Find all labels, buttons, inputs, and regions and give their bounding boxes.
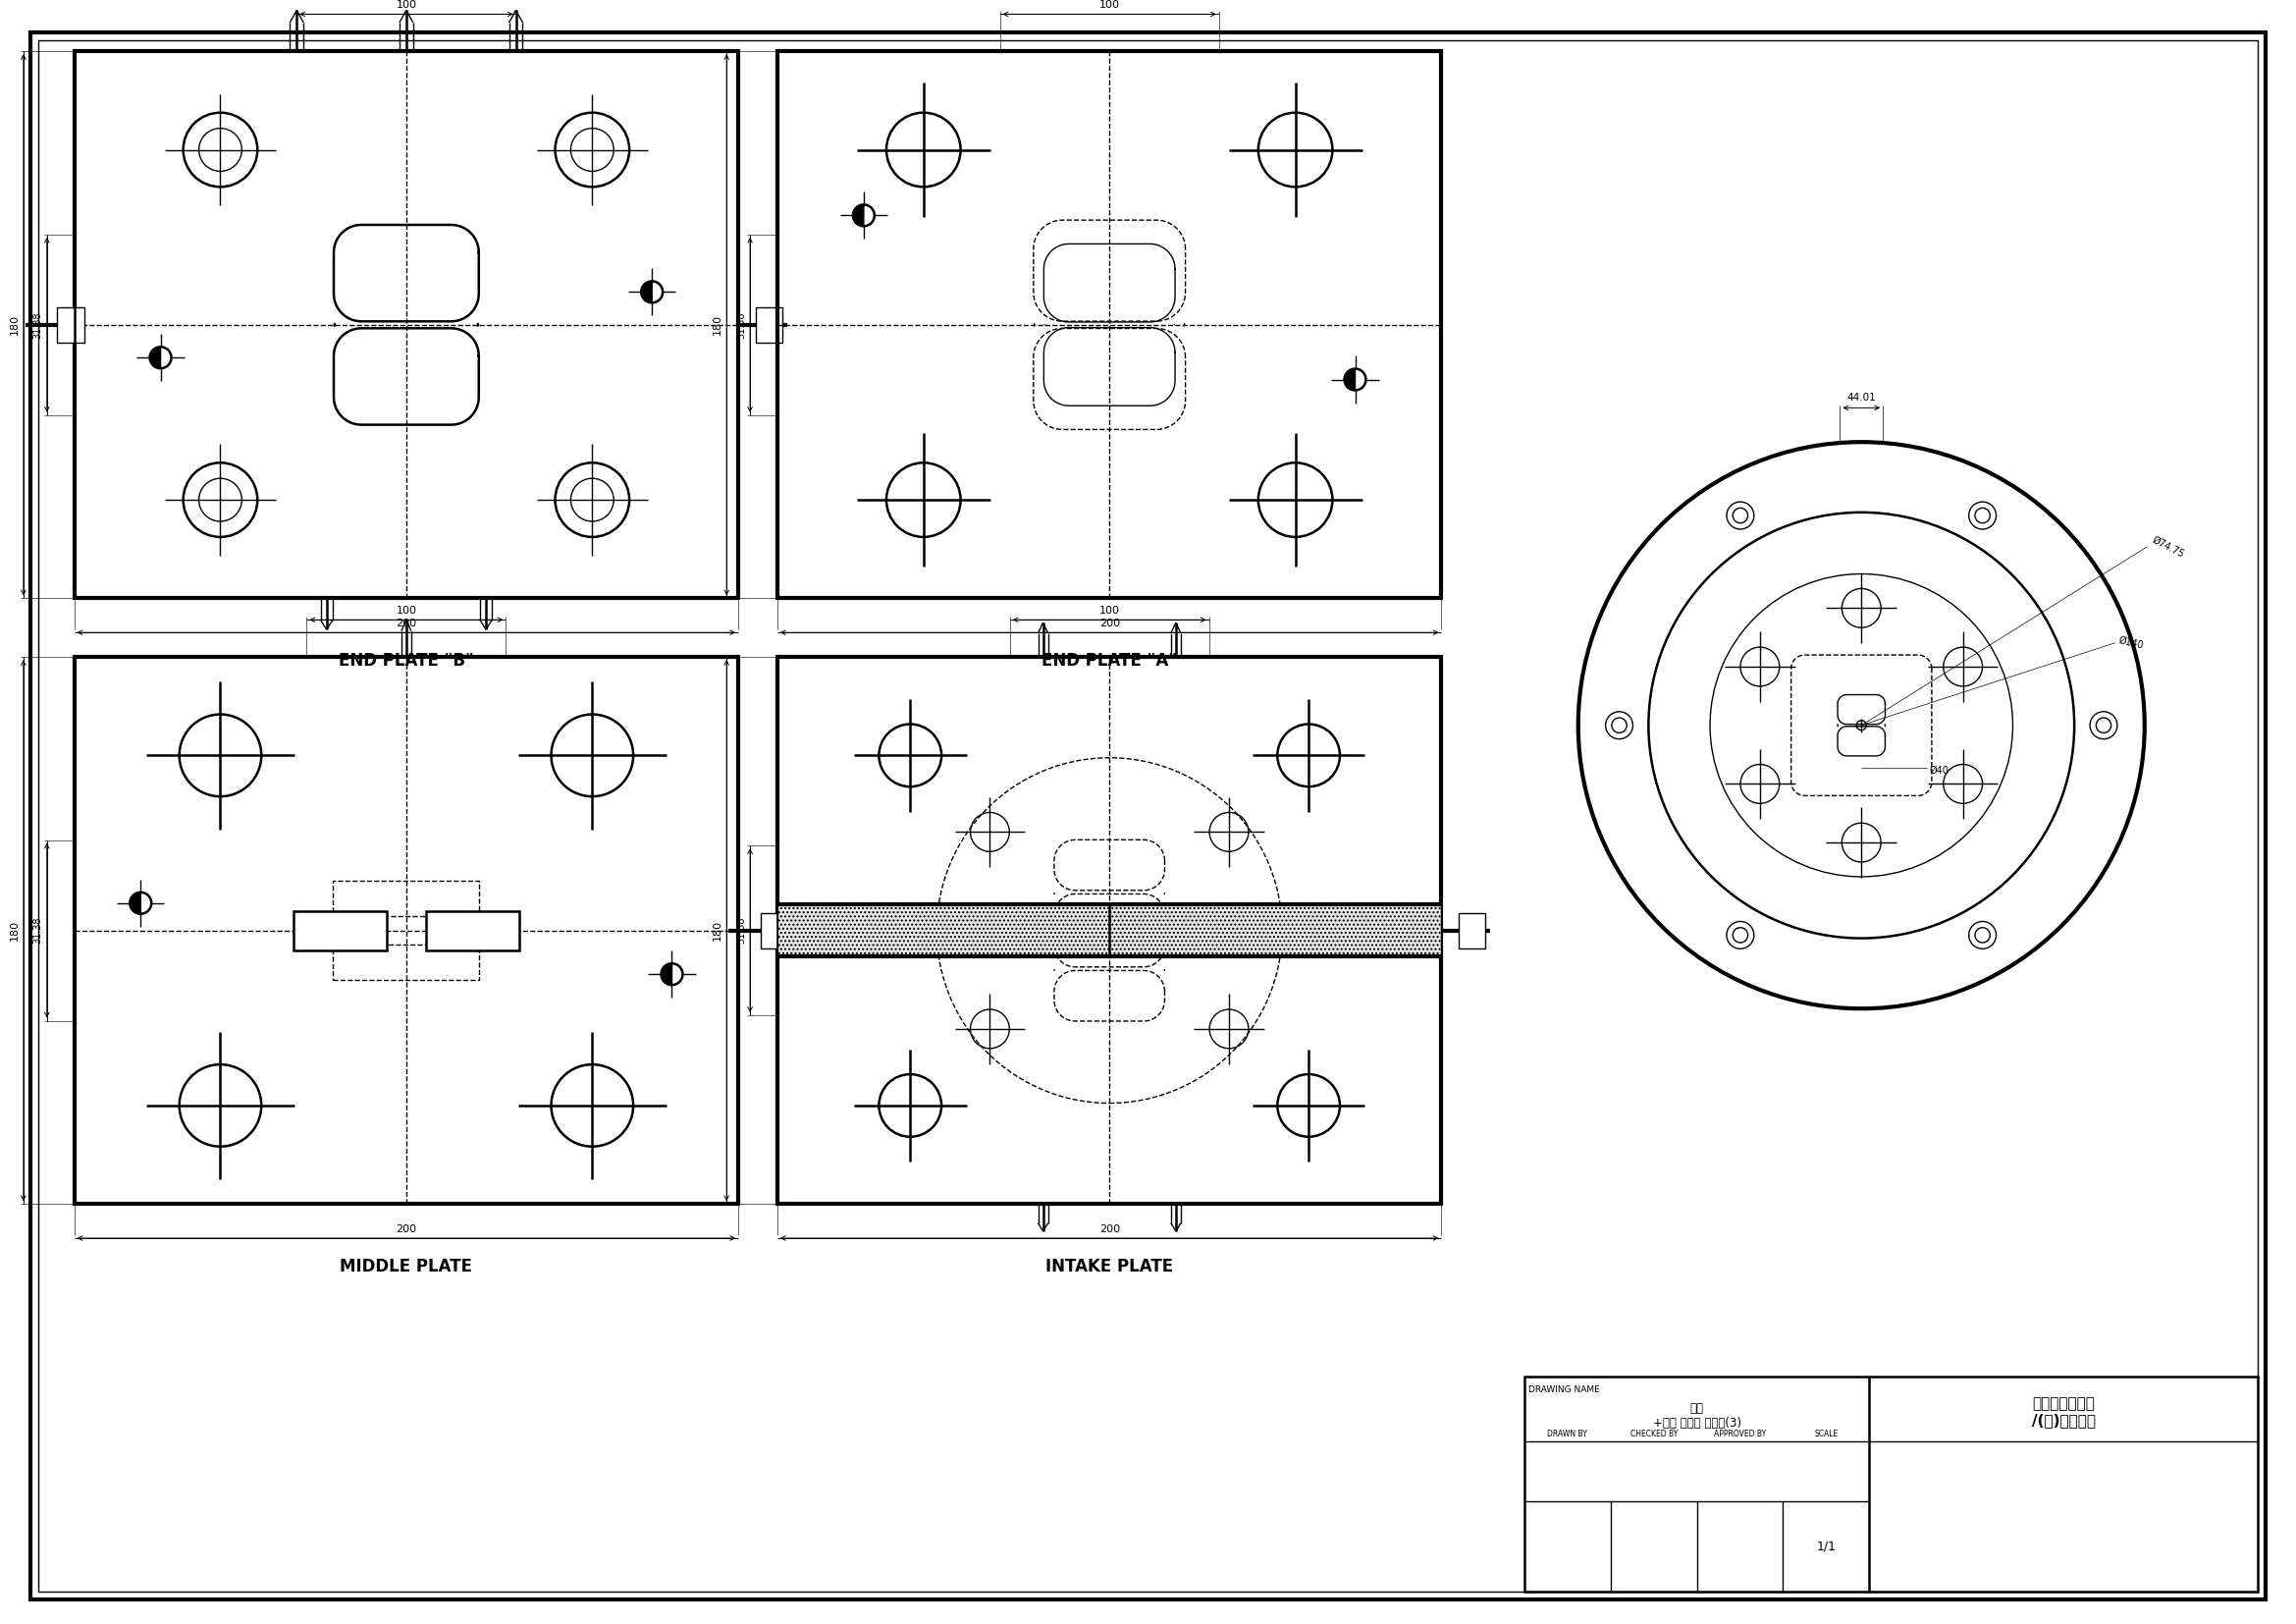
Text: 100: 100 — [1100, 606, 1120, 615]
Text: 180: 180 — [9, 315, 21, 335]
Text: 200: 200 — [395, 619, 416, 628]
Text: 200: 200 — [395, 1224, 416, 1234]
Text: 200: 200 — [1100, 619, 1120, 628]
Text: END PLATE "B": END PLATE "B" — [340, 653, 473, 669]
Bar — [294, 911, 386, 950]
Text: MIDDLE PLATE: MIDDLE PLATE — [340, 1257, 473, 1275]
Polygon shape — [641, 281, 652, 302]
Bar — [73, 52, 739, 598]
Bar — [73, 658, 739, 1203]
Text: 31.38: 31.38 — [32, 312, 44, 338]
Bar — [1458, 913, 1486, 948]
Text: 31.38: 31.38 — [737, 312, 746, 338]
Text: 1/1: 1/1 — [1816, 1540, 1837, 1553]
Bar — [1525, 1377, 2257, 1592]
Polygon shape — [149, 348, 161, 369]
Text: END PLATE "A": END PLATE "A" — [1042, 653, 1178, 669]
Text: 180: 180 — [9, 921, 21, 940]
Polygon shape — [854, 205, 863, 226]
Text: 31.38: 31.38 — [737, 918, 746, 944]
Bar — [333, 945, 480, 981]
Text: 200: 200 — [1100, 1224, 1120, 1234]
Text: INTAKE PLATE: INTAKE PLATE — [1045, 1257, 1173, 1275]
Bar — [778, 658, 1442, 1203]
Text: Ø40: Ø40 — [1929, 767, 1949, 776]
Text: DRAWN BY: DRAWN BY — [1548, 1429, 1587, 1439]
Text: CHECKED BY: CHECKED BY — [1630, 1429, 1678, 1439]
Text: 100: 100 — [1100, 0, 1120, 10]
Text: SCALE: SCALE — [1814, 1429, 1839, 1439]
Bar — [57, 307, 85, 343]
Text: APPROVED BY: APPROVED BY — [1713, 1429, 1766, 1439]
Text: 44.01: 44.01 — [1846, 393, 1876, 403]
Bar — [778, 905, 1442, 957]
Bar — [778, 52, 1442, 598]
Bar — [427, 911, 519, 950]
Polygon shape — [661, 963, 673, 984]
Text: Ø140: Ø140 — [2117, 635, 2144, 651]
Bar — [760, 913, 788, 948]
Polygon shape — [1345, 369, 1355, 390]
Text: 180: 180 — [712, 921, 723, 940]
Bar — [755, 307, 783, 343]
Text: 180: 180 — [712, 315, 723, 335]
Polygon shape — [131, 892, 140, 914]
Text: 강릉원주대학교
/(주)빌츠그린: 강릉원주대학교 /(주)빌츠그린 — [2032, 1397, 2096, 1427]
Text: 31.38: 31.38 — [32, 918, 44, 944]
Text: Ø74.75: Ø74.75 — [2149, 534, 2186, 559]
Text: DRAWING NAME: DRAWING NAME — [1529, 1385, 1600, 1393]
Bar — [333, 880, 480, 916]
Text: 100: 100 — [395, 0, 416, 10]
Text: 몰드
+철심 인써트 시스템(3): 몰드 +철심 인써트 시스템(3) — [1653, 1402, 1740, 1429]
Text: 100: 100 — [395, 606, 416, 615]
